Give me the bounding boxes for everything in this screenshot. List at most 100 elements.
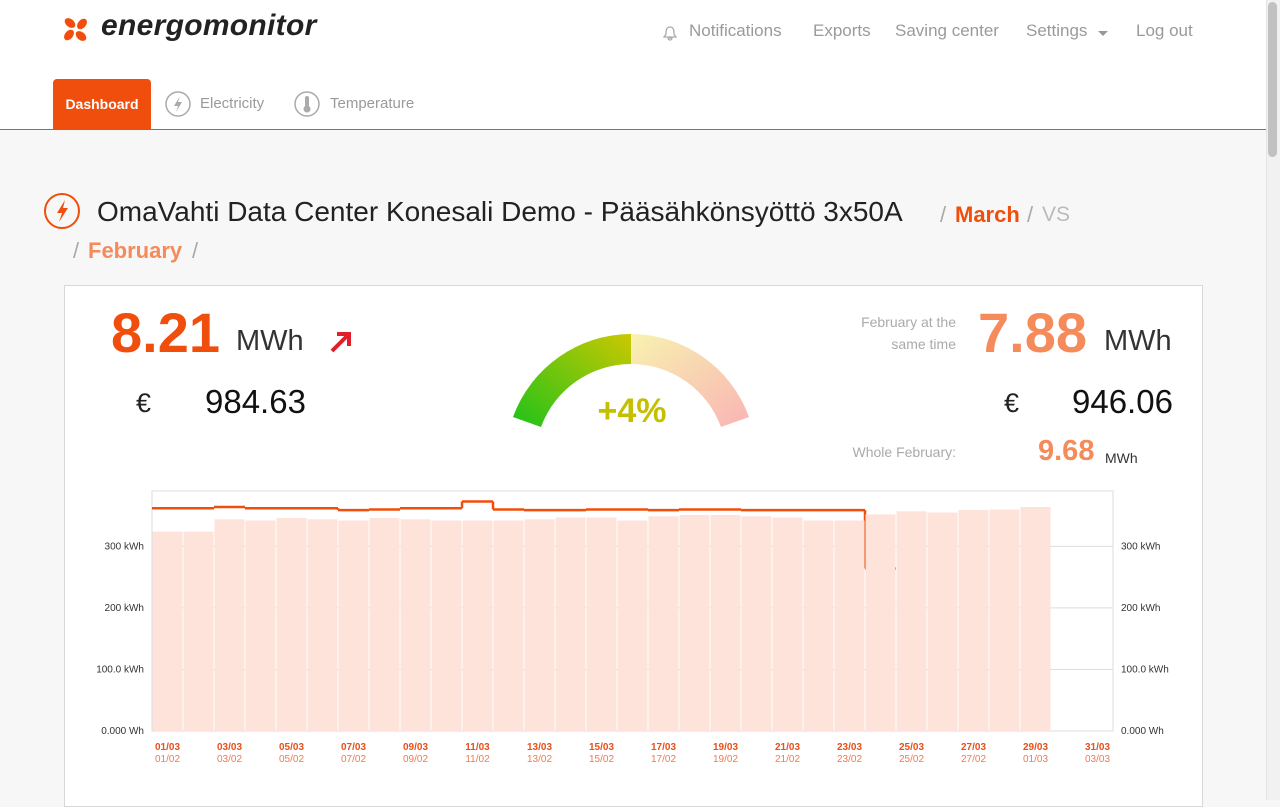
bar [555, 517, 586, 731]
bar [741, 516, 772, 731]
bar [462, 520, 493, 731]
bar [338, 520, 369, 731]
trend-arrow [330, 332, 351, 353]
x-tick-label-secondary: 23/02 [837, 754, 862, 765]
x-tick-label-secondary: 27/02 [961, 754, 986, 765]
bar [648, 516, 679, 731]
x-tick-label-secondary: 01/02 [155, 754, 180, 765]
y-tick-label: 100.0 kWh [96, 664, 144, 675]
bar [214, 519, 245, 731]
bar [679, 515, 710, 731]
x-tick-label: 13/03 [527, 742, 552, 753]
gauge-right [631, 334, 749, 427]
x-tick-label-secondary: 19/02 [713, 754, 738, 765]
y-tick-label: 0.000 Wh [101, 726, 144, 737]
current-value: 8.21 [111, 301, 220, 364]
x-tick-label: 19/03 [713, 742, 738, 753]
bar [586, 517, 617, 731]
bell-icon [663, 26, 677, 41]
nav-saving-center[interactable]: Saving center [895, 21, 999, 40]
tab-temperature[interactable]: Temperature [330, 95, 415, 112]
change-gauge [513, 334, 749, 427]
bar [710, 515, 741, 731]
bar [493, 520, 524, 731]
x-tick-label-secondary: 01/03 [1023, 754, 1048, 765]
whole-unit: MWh [1105, 450, 1138, 466]
logo-text[interactable]: energomonitor [101, 9, 317, 42]
bar [989, 509, 1020, 731]
x-tick-label: 11/03 [465, 742, 490, 753]
x-tick-label: 27/03 [961, 742, 986, 753]
x-tick-label: 17/03 [651, 742, 676, 753]
x-tick-label-secondary: 17/02 [651, 754, 676, 765]
previous-caption: February at the same time [861, 314, 956, 352]
y2-tick-label: 200 kWh [1121, 603, 1160, 614]
period-current[interactable]: March [955, 202, 1020, 227]
x-tick-label: 07/03 [341, 742, 366, 753]
previous-cost: 946.06 [1072, 383, 1173, 420]
tab-dashboard[interactable]: Dashboard [53, 79, 151, 129]
bar [431, 520, 462, 731]
y2-tick-label: 300 kWh [1121, 541, 1160, 552]
previous-unit: MWh [1104, 325, 1172, 357]
bar [927, 512, 958, 731]
current-cost: 984.63 [205, 383, 306, 420]
x-tick-label: 09/03 [403, 742, 428, 753]
tab-electricity[interactable]: Electricity [200, 95, 265, 112]
x-tick-label: 03/03 [217, 742, 242, 753]
y2-tick-label: 100.0 kWh [1121, 664, 1169, 675]
x-tick-label: 05/03 [279, 742, 304, 753]
bar [524, 519, 555, 731]
bar [152, 531, 183, 731]
bar [834, 520, 865, 731]
y-tick-label: 200 kWh [105, 603, 144, 614]
x-tick-label: 21/03 [775, 742, 800, 753]
x-tick-label: 31/03 [1085, 742, 1110, 753]
temperature-icon [294, 91, 320, 117]
x-tick-label-secondary: 11/02 [465, 754, 490, 765]
whole-value: 9.68 [1038, 435, 1095, 467]
whole-caption: Whole February: [852, 444, 956, 460]
title-separator: / [73, 238, 80, 263]
x-tick-label: 25/03 [899, 742, 924, 753]
logo-icon [64, 18, 87, 41]
bar [183, 531, 214, 731]
bar [772, 517, 803, 731]
x-tick-label: 15/03 [589, 742, 614, 753]
x-tick-label-secondary: 09/02 [403, 754, 428, 765]
bar [896, 511, 927, 731]
title-separator: / [192, 238, 199, 263]
x-tick-label-secondary: 15/02 [589, 754, 614, 765]
top-bar [0, 0, 1266, 130]
electricity-icon [165, 91, 191, 117]
current-unit: MWh [236, 325, 304, 357]
nav-settings[interactable]: Settings [1026, 21, 1088, 40]
x-tick-label-secondary: 05/02 [279, 754, 304, 765]
nav-logout[interactable]: Log out [1136, 21, 1193, 40]
y-tick-label: 300 kWh [105, 541, 144, 552]
bar [307, 519, 338, 731]
bar [276, 518, 307, 731]
x-tick-label-secondary: 03/02 [217, 754, 242, 765]
current-currency: € [136, 388, 152, 418]
title-icon [44, 193, 80, 229]
x-tick-label: 29/03 [1023, 742, 1048, 753]
settings-caret [1098, 31, 1108, 36]
x-tick-label-secondary: 07/02 [341, 754, 366, 765]
bar [617, 520, 648, 731]
period-previous[interactable]: February [88, 238, 183, 263]
x-tick-label-secondary: 21/02 [775, 754, 800, 765]
gauge-left [513, 334, 631, 427]
scrollbar [1266, 0, 1280, 800]
bar [865, 514, 896, 731]
bar [369, 518, 400, 731]
y2-tick-label: 0.000 Wh [1121, 726, 1164, 737]
nav-exports[interactable]: Exports [813, 21, 871, 40]
bar [245, 520, 276, 731]
nav-notifications[interactable]: Notifications [689, 21, 782, 40]
scrollbar-thumb[interactable] [1268, 2, 1277, 157]
title-separator: / [940, 202, 947, 227]
